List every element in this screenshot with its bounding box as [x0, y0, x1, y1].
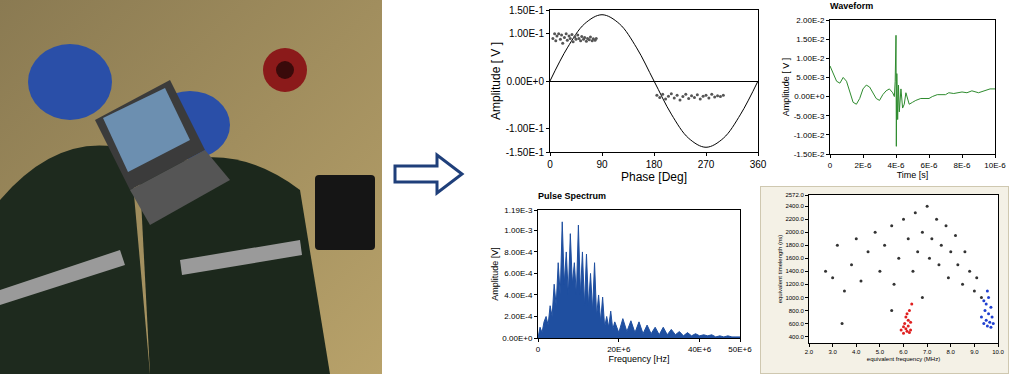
svg-text:10E-6: 10E-6	[984, 161, 1006, 170]
svg-text:2572.0: 2572.0	[785, 192, 804, 198]
svg-text:0.00E+0: 0.00E+0	[502, 334, 533, 343]
svg-text:6.00E-4: 6.00E-4	[504, 269, 533, 278]
svg-text:Amplitude [ V ]: Amplitude [ V ]	[489, 42, 503, 120]
svg-text:5.00E-3: 5.00E-3	[796, 73, 825, 82]
svg-text:7.0: 7.0	[923, 349, 932, 355]
svg-text:0: 0	[547, 159, 553, 170]
svg-text:40E+6: 40E+6	[688, 345, 712, 354]
svg-text:Amplitude [V]: Amplitude [V]	[490, 247, 500, 301]
svg-text:Phase [Deg]: Phase [Deg]	[621, 170, 687, 184]
svg-text:6E-6: 6E-6	[921, 161, 938, 170]
svg-text:1.50E-1: 1.50E-1	[509, 5, 544, 16]
svg-text:1.50E-2: 1.50E-2	[796, 35, 825, 44]
svg-text:-5.00E-3: -5.00E-3	[794, 112, 825, 121]
svg-text:-1.50E-2: -1.50E-2	[794, 150, 825, 159]
svg-text:4E-6: 4E-6	[888, 161, 905, 170]
svg-text:1000.0: 1000.0	[785, 295, 804, 301]
svg-text:800.0: 800.0	[789, 308, 805, 314]
svg-text:3.0: 3.0	[828, 349, 837, 355]
svg-text:0.00E+0: 0.00E+0	[794, 92, 825, 101]
svg-text:270: 270	[698, 159, 715, 170]
svg-text:Amplitude [ V ]: Amplitude [ V ]	[781, 58, 791, 117]
svg-text:Frequency [Hz]: Frequency [Hz]	[608, 354, 669, 364]
svg-text:Waveform: Waveform	[830, 1, 873, 11]
svg-text:8E-6: 8E-6	[954, 161, 971, 170]
svg-text:Pulse Spectrum: Pulse Spectrum	[538, 191, 606, 201]
svg-text:4.0: 4.0	[852, 349, 861, 355]
svg-text:-1.50E-1: -1.50E-1	[506, 147, 545, 158]
svg-text:0: 0	[536, 345, 541, 354]
svg-text:2E-6: 2E-6	[855, 161, 872, 170]
svg-text:8.00E-4: 8.00E-4	[504, 248, 533, 257]
svg-text:50E+6: 50E+6	[728, 345, 752, 354]
svg-text:1400.0: 1400.0	[785, 268, 804, 274]
svg-text:2000.0: 2000.0	[785, 229, 804, 235]
svg-text:1800.0: 1800.0	[785, 242, 804, 248]
svg-text:-1.00E-1: -1.00E-1	[506, 123, 545, 134]
svg-text:8.0: 8.0	[947, 349, 956, 355]
svg-text:0: 0	[828, 161, 833, 170]
svg-text:1.19E-3: 1.19E-3	[504, 206, 533, 215]
svg-text:equivalent frequency (MHz): equivalent frequency (MHz)	[867, 356, 940, 362]
svg-text:2.00E-2: 2.00E-2	[796, 16, 825, 25]
svg-text:1.00E-3: 1.00E-3	[504, 226, 533, 235]
svg-text:2200.0: 2200.0	[785, 216, 804, 222]
svg-text:4.00E-4: 4.00E-4	[504, 291, 533, 300]
svg-text:-1.00E-2: -1.00E-2	[794, 131, 825, 140]
svg-text:1.00E-2: 1.00E-2	[796, 54, 825, 63]
svg-text:equivalent timelength (ns): equivalent timelength (ns)	[777, 235, 783, 304]
svg-text:9.0: 9.0	[970, 349, 979, 355]
svg-text:1600.0: 1600.0	[785, 255, 804, 261]
svg-text:6.0: 6.0	[899, 349, 908, 355]
svg-text:5.0: 5.0	[876, 349, 885, 355]
svg-text:600.0: 600.0	[789, 321, 805, 327]
svg-text:Time [s]: Time [s]	[897, 170, 929, 180]
svg-text:360: 360	[750, 159, 767, 170]
svg-text:1.00E-1: 1.00E-1	[509, 28, 544, 39]
svg-text:400.0: 400.0	[789, 334, 805, 340]
svg-text:10.0: 10.0	[992, 349, 1004, 355]
svg-text:0.00E+0: 0.00E+0	[506, 76, 544, 87]
svg-text:2.00E-4: 2.00E-4	[504, 312, 533, 321]
svg-text:180: 180	[646, 159, 663, 170]
svg-text:20E+6: 20E+6	[607, 345, 631, 354]
svg-text:2.0: 2.0	[805, 349, 814, 355]
svg-text:2400.0: 2400.0	[785, 203, 804, 209]
svg-text:90: 90	[596, 159, 608, 170]
svg-text:1200.0: 1200.0	[785, 281, 804, 287]
